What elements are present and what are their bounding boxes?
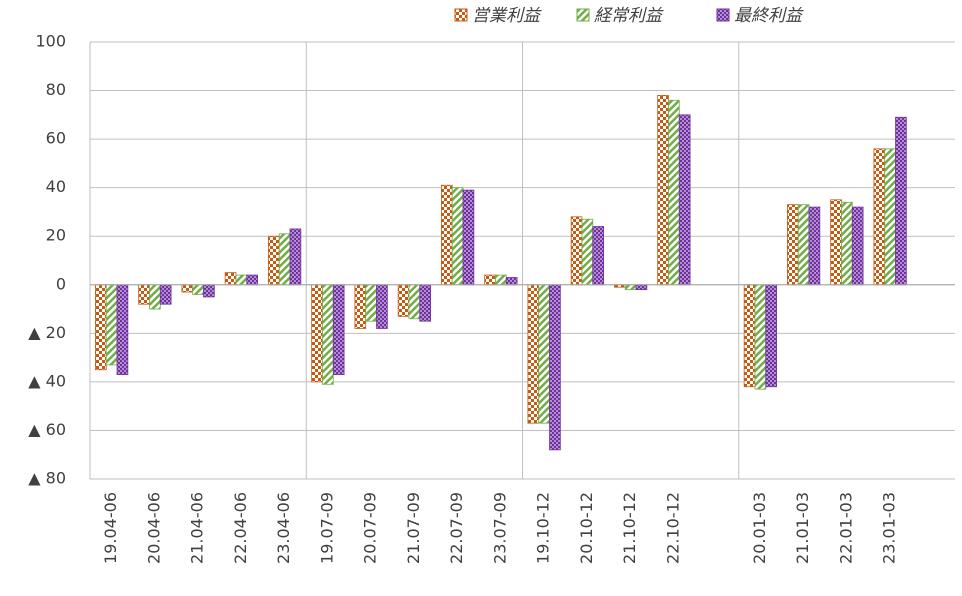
bar xyxy=(235,274,248,286)
x-tick-label: 20.10-12 xyxy=(577,492,596,564)
bar xyxy=(354,284,367,329)
y-tick-label: 60 xyxy=(46,129,66,148)
bar xyxy=(95,284,107,371)
x-tick-label: 21.04-06 xyxy=(188,492,207,564)
bar xyxy=(505,277,518,286)
x-tick-label: 23.01-03 xyxy=(880,492,899,564)
x-tick-label: 20.07-09 xyxy=(361,492,380,564)
bar xyxy=(159,284,172,305)
bar xyxy=(322,284,334,385)
x-tick-label: 23.07-09 xyxy=(490,492,509,564)
legend-swatch xyxy=(454,8,468,22)
x-tick-label: 19.04-06 xyxy=(101,492,120,564)
y-tick-label: ▲ 40 xyxy=(28,371,66,390)
bar xyxy=(224,272,237,286)
bar xyxy=(830,199,842,286)
y-tick-label: ▲ 80 xyxy=(28,469,66,488)
bar xyxy=(332,284,345,376)
legend-label: 営業利益 xyxy=(472,6,542,26)
bar xyxy=(181,284,194,293)
x-tick-label: 22.04-06 xyxy=(231,492,250,564)
y-tick-label: ▲ 20 xyxy=(28,323,66,342)
bar xyxy=(149,284,161,310)
bar xyxy=(105,284,118,366)
bar xyxy=(268,235,280,286)
bar xyxy=(657,95,669,286)
x-tick-label: 19.07-09 xyxy=(317,492,336,564)
bar xyxy=(495,274,507,286)
bar xyxy=(570,216,583,286)
bar xyxy=(138,284,150,305)
bar xyxy=(808,206,821,286)
y-tick-label: 20 xyxy=(46,226,66,245)
x-tick-label: 22.07-09 xyxy=(447,492,466,564)
x-tick-label: 22.10-12 xyxy=(663,492,682,564)
y-tick-label: ▲ 60 xyxy=(28,420,66,439)
y-tick-label: 100 xyxy=(35,32,66,51)
legend-swatch xyxy=(716,8,730,22)
bar xyxy=(754,284,767,390)
bar xyxy=(873,148,886,286)
y-tick-label: 40 xyxy=(46,177,66,196)
bar xyxy=(635,284,648,291)
legend-swatch xyxy=(576,8,590,22)
bar xyxy=(462,189,475,286)
y-tick-label: 80 xyxy=(46,80,66,99)
bar xyxy=(787,204,799,286)
x-tick-label: 21.07-09 xyxy=(404,492,423,564)
bar xyxy=(451,187,464,286)
bar xyxy=(397,284,410,317)
bar xyxy=(408,284,421,320)
bar xyxy=(592,226,604,286)
legend-label: 最終利益 xyxy=(734,6,804,26)
x-tick-label: 19.10-12 xyxy=(534,492,553,564)
x-tick-label: 22.01-03 xyxy=(836,492,855,564)
bar xyxy=(116,284,129,376)
x-tick-label: 21.01-03 xyxy=(793,492,812,564)
bar xyxy=(841,201,853,286)
bar xyxy=(192,284,204,295)
bar xyxy=(765,284,777,388)
bar xyxy=(289,228,302,286)
bar xyxy=(441,184,453,286)
bar xyxy=(311,284,323,383)
bar xyxy=(419,284,431,322)
bar xyxy=(203,284,215,298)
bar xyxy=(538,284,550,424)
bar xyxy=(484,274,496,286)
legend-label: 経常利益 xyxy=(594,6,664,26)
bar xyxy=(797,204,810,286)
bar xyxy=(743,284,756,388)
bar xyxy=(549,284,561,451)
x-tick-label: 21.10-12 xyxy=(620,492,639,564)
bar xyxy=(278,233,291,286)
x-tick-label: 23.04-06 xyxy=(274,492,293,564)
bar xyxy=(895,116,907,286)
bar xyxy=(884,148,896,286)
bar xyxy=(365,284,377,322)
bar xyxy=(668,99,680,286)
bar xyxy=(376,284,388,329)
x-tick-label: 20.01-03 xyxy=(750,492,769,564)
x-tick-label: 20.04-06 xyxy=(144,492,163,564)
bar xyxy=(678,114,691,286)
y-tick-label: 0 xyxy=(56,274,66,293)
bar xyxy=(851,206,864,286)
bar xyxy=(624,284,637,291)
bar xyxy=(581,218,594,286)
bar xyxy=(527,284,540,424)
bar xyxy=(246,274,258,286)
